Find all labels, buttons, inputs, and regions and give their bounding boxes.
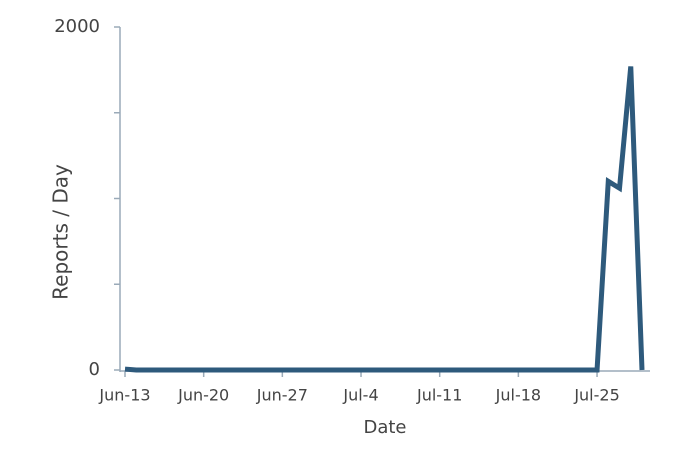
- y-tick-label: 2000: [54, 16, 100, 37]
- y-tick-label: 0: [89, 359, 100, 380]
- data-line: [124, 66, 645, 373]
- x-tick-label: Jul-18: [495, 386, 541, 405]
- x-tick-label: Jun-13: [98, 386, 150, 405]
- y-axis-label: Reports / Day: [49, 164, 73, 300]
- x-tick-label: Jul-4: [342, 386, 378, 405]
- x-tick-label: Jun-20: [177, 386, 229, 405]
- x-tick-label: Jul-25: [573, 386, 619, 405]
- x-tick-label: Jul-11: [416, 386, 462, 405]
- x-tick-label: Jun-27: [256, 386, 308, 405]
- x-axis-label: Date: [363, 417, 406, 438]
